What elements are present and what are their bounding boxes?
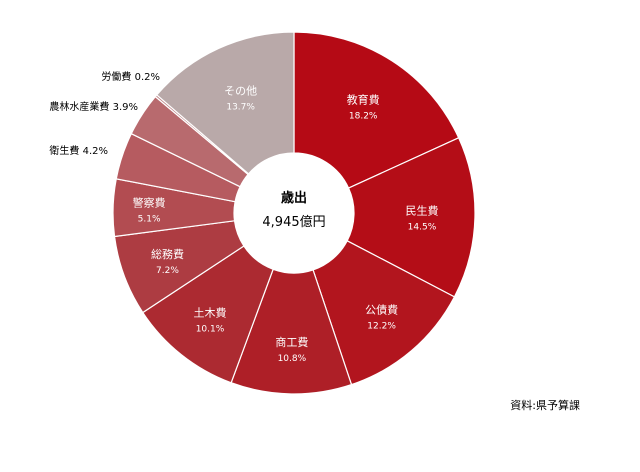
slice-1-wedge — [293, 31, 460, 189]
slice-1-label: 教育費 — [347, 92, 380, 106]
slice-3-label: 公債費 — [365, 303, 398, 317]
slice-8-label: 衛生費 4.2% — [49, 144, 108, 157]
slice-11-label: その他 — [224, 85, 257, 98]
slice-5-percent: 10.1% — [196, 325, 225, 335]
slice-7-label: 警察費 — [133, 196, 166, 210]
slice-3-percent: 12.2% — [367, 322, 396, 332]
slice-2-label: 民生費 — [405, 203, 438, 217]
slice-4-label: 商工費 — [275, 335, 308, 349]
slice-10-label: 労働費 0.2% — [101, 70, 160, 83]
slice-1-percent: 18.2% — [349, 111, 378, 121]
label-group: 教育費 18.2% 民生費 14.5% 公債費 12.2% 商工費 10.8% 土木費 10.1%… — [49, 70, 438, 364]
slice-5-label: 土木費 — [193, 306, 226, 320]
slice-6-label: 総務費 — [151, 247, 184, 261]
slice-6-percent: 7.2% — [156, 266, 179, 276]
center-title: 歳出 — [281, 190, 307, 206]
slice-2-percent: 14.5% — [408, 222, 437, 232]
center-value: 4,945億円 — [262, 214, 325, 230]
donut-hole — [234, 153, 354, 273]
slice-9-label: 農林水産業費 3.9% — [49, 100, 138, 113]
slice-7-percent: 5.1% — [138, 215, 161, 225]
slice-group — [112, 31, 476, 395]
source-note: 資料:県予算課 — [510, 399, 580, 412]
slice-11-percent: 13.7% — [226, 103, 255, 113]
slice-4-percent: 10.8% — [278, 354, 307, 364]
